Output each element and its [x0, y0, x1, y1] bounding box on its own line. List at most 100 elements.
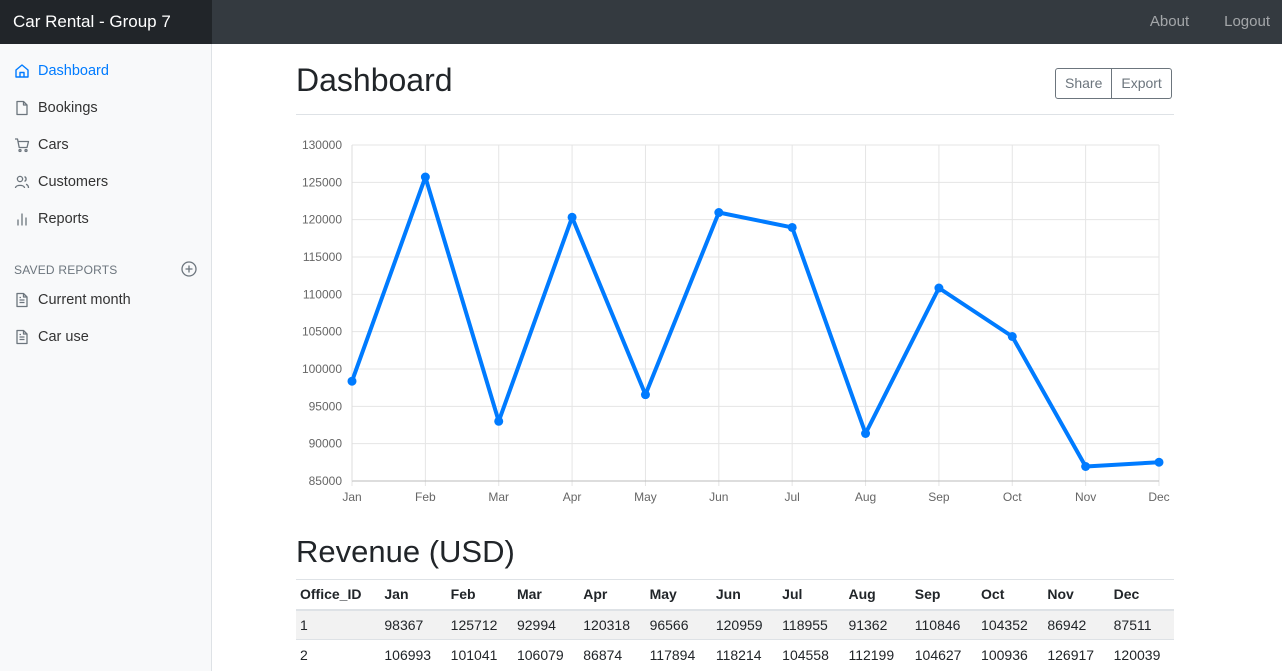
table-header-cell: Nov [1043, 579, 1110, 611]
top-navbar: Car Rental - Group 7 About Logout [0, 0, 1282, 44]
sidebar-item-label: Bookings [38, 100, 98, 116]
table-header-cell: Apr [579, 579, 646, 611]
table-cell: 2 [296, 639, 381, 670]
sidebar-item-label: Reports [38, 211, 89, 227]
y-tick-label: 125000 [302, 175, 342, 189]
page-title: Dashboard [296, 62, 453, 98]
y-tick-label: 105000 [302, 325, 342, 339]
table-cell: 120959 [711, 609, 779, 640]
table-cell: 86874 [579, 639, 646, 670]
brand-link[interactable]: Car Rental - Group 7 [0, 0, 212, 44]
sidebar-item-label: Customers [38, 174, 109, 190]
table-cell: 110846 [910, 609, 978, 640]
y-tick-label: 130000 [302, 138, 342, 152]
x-tick-label: Aug [855, 490, 876, 504]
sidebar-item-label: Dashboard [38, 63, 109, 79]
table-cell: 92994 [512, 609, 580, 640]
y-tick-label: 85000 [309, 474, 343, 488]
table-header-cell: Feb [446, 579, 513, 611]
saved-reports-heading: SAVED REPORTS [14, 263, 118, 277]
data-point [1154, 457, 1164, 467]
table-cell: 125712 [446, 609, 513, 640]
table-header-row: Office_ID Jan Feb Mar Apr May Jun Jul Aug Sep Oct N… [296, 579, 1174, 611]
table-cell: 104352 [977, 609, 1044, 640]
data-point [640, 390, 650, 400]
data-point [347, 376, 357, 386]
home-icon [14, 63, 30, 79]
sidebar-item-reports[interactable]: Reports [0, 204, 89, 234]
table-cell: 118955 [778, 609, 845, 640]
plus-circle-icon[interactable] [180, 260, 198, 278]
share-button[interactable]: Share [1055, 68, 1113, 99]
about-link[interactable]: About [1149, 13, 1190, 30]
table-cell: 101041 [446, 639, 513, 670]
table-cell: 100936 [977, 639, 1044, 670]
data-point [934, 283, 944, 293]
table-cell: 126917 [1043, 639, 1110, 670]
y-tick-label: 115000 [303, 250, 342, 264]
file-text-icon [14, 329, 30, 345]
data-point [714, 208, 724, 218]
data-point [420, 172, 430, 182]
data-point [861, 428, 871, 438]
table-cell: 1 [296, 609, 381, 640]
x-tick-label: Nov [1075, 490, 1096, 504]
table-header-cell: Jan [380, 579, 447, 611]
file-icon [14, 100, 30, 116]
sidebar-item-customers[interactable]: Customers [0, 167, 108, 197]
table-header-cell: Office_ID [296, 579, 381, 611]
table-cell: 117894 [645, 639, 712, 670]
sidebar-item-cars[interactable]: Cars [0, 130, 69, 160]
cart-icon [14, 137, 30, 153]
table-cell: 120318 [579, 609, 646, 640]
x-tick-label: Apr [563, 490, 582, 504]
series-line [350, 175, 1160, 469]
data-point [787, 222, 797, 232]
table-cell: 98367 [380, 609, 447, 640]
table-cell: 118214 [711, 639, 779, 670]
table-cell: 91362 [844, 609, 911, 640]
x-tick-label: Dec [1148, 490, 1169, 504]
data-point [567, 212, 577, 222]
table-cell: 96566 [645, 609, 712, 640]
x-tick-label: Jun [709, 490, 728, 504]
sidebar-item-car-use[interactable]: Car use [0, 322, 89, 352]
y-tick-label: 120000 [302, 213, 342, 227]
x-tick-label: Oct [1003, 490, 1022, 504]
sidebar-item-current-month[interactable]: Current month [0, 285, 131, 315]
data-point [494, 416, 504, 426]
x-tick-label: May [634, 490, 657, 504]
x-tick-label: Feb [415, 490, 436, 504]
table-cell: 104558 [778, 639, 845, 670]
users-icon [14, 174, 30, 190]
table-header-cell: Jul [778, 579, 845, 611]
table-header-cell: Sep [910, 579, 978, 611]
table-cell: 120039 [1109, 639, 1174, 670]
table-cell: 106993 [380, 639, 447, 670]
sidebar-item-bookings[interactable]: Bookings [0, 93, 98, 123]
sidebar: Dashboard Bookings Cars Customers Report… [0, 44, 212, 671]
y-tick-label: 90000 [309, 437, 343, 451]
table-cell: 112199 [844, 639, 911, 670]
section-title: Revenue (USD) [296, 534, 515, 569]
export-button[interactable]: Export [1112, 68, 1172, 99]
data-point [1081, 461, 1091, 471]
logout-link[interactable]: Logout [1224, 13, 1270, 30]
table-header-cell: Aug [844, 579, 911, 611]
sidebar-item-dashboard[interactable]: Dashboard [0, 56, 109, 86]
table-header-cell: May [645, 579, 712, 611]
x-tick-label: Mar [488, 490, 509, 504]
file-text-icon [14, 292, 30, 308]
table-cell: 104627 [910, 639, 978, 670]
bar-chart-icon [14, 211, 30, 227]
y-tick-label: 95000 [309, 399, 343, 413]
table-cell: 106079 [512, 639, 580, 670]
top-nav-links: About Logout [1150, 0, 1282, 44]
x-tick-label: Jul [785, 490, 800, 504]
sidebar-item-label: Current month [38, 292, 131, 308]
table-cell: 86942 [1043, 609, 1110, 640]
revenue-table: Office_ID Jan Feb Mar Apr May Jun Jul Aug Sep Oct N… [296, 579, 1174, 670]
toolbar-button-group: Share Export [1055, 68, 1172, 99]
table-header-cell: Oct [977, 579, 1044, 611]
x-tick-label: Jan [342, 490, 361, 504]
